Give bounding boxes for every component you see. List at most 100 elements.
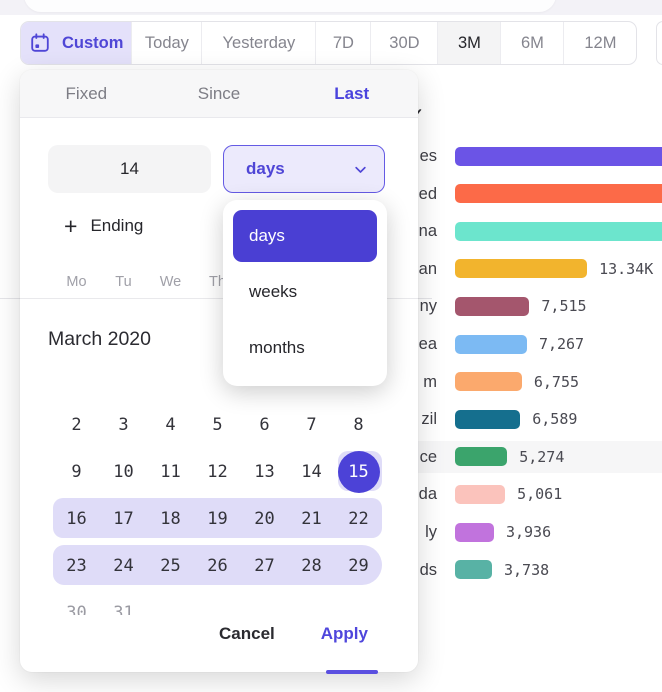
preset-yesterday-button[interactable]: Yesterday	[202, 22, 317, 64]
day-10[interactable]: 10	[113, 461, 134, 482]
day-2[interactable]: 2	[71, 414, 82, 435]
day-29[interactable]: 29	[348, 555, 369, 576]
chart-value: 6,589	[532, 410, 578, 429]
unit-option-weeks[interactable]: weeks	[249, 282, 298, 301]
preset-7d-button[interactable]: 7D	[316, 22, 372, 64]
custom-range-label: Custom	[62, 33, 124, 52]
cancel-button[interactable]: Cancel	[219, 624, 275, 643]
apply-button[interactable]: Apply	[320, 624, 368, 643]
weekday-we: We	[159, 274, 182, 290]
day-9[interactable]: 9	[71, 461, 82, 482]
country-label-fragment: zil	[421, 410, 437, 429]
chart-bar[interactable]	[455, 409, 521, 429]
unit-option-months[interactable]: months	[249, 338, 305, 357]
chart-row: an 13.34K	[0, 250, 662, 288]
day-21[interactable]: 21	[301, 508, 322, 529]
country-label-fragment: da	[418, 485, 437, 504]
calendar-grid: 2 3 4 5 6 7 8 9 10 11 12 13 14 15 16 17 18 19 20 21 22 23 24 25…	[53, 401, 382, 615]
popover-tab-bar: Fixed Since Last	[20, 70, 418, 118]
day-26[interactable]: 26	[207, 555, 228, 576]
weekday-mo: Mo	[66, 274, 87, 290]
preset-3m-button[interactable]: 3M	[438, 22, 502, 64]
day-empty	[147, 589, 194, 615]
chart-row: ny 7,515	[0, 287, 662, 325]
preset-today-button[interactable]: Today	[132, 22, 203, 64]
day-7[interactable]: 7	[306, 414, 317, 435]
chart-bar[interactable]	[455, 372, 522, 392]
tab-since[interactable]: Since	[197, 83, 241, 103]
day-14[interactable]: 14	[301, 461, 322, 482]
day-6[interactable]: 6	[259, 414, 270, 435]
preset-buttons-group: Today Yesterday 7D 30D 3M 6M 12M	[132, 22, 636, 64]
chart-value: 5,274	[519, 447, 565, 466]
chart-value: 13.34K	[599, 259, 654, 278]
day-20[interactable]: 20	[254, 508, 275, 529]
chart-bar[interactable]	[455, 259, 588, 279]
chart-value: 7,267	[538, 335, 585, 353]
quantity-input[interactable]	[48, 145, 211, 193]
day-27[interactable]: 27	[254, 555, 275, 576]
day-25[interactable]: 25	[160, 555, 181, 576]
day-19[interactable]: 19	[207, 508, 228, 529]
chart-bar[interactable]	[455, 484, 506, 504]
day-3[interactable]: 3	[118, 414, 129, 435]
calendar-week-row: 23 24 25 26 27 28 29	[53, 542, 382, 589]
plus-icon: +	[64, 213, 78, 239]
day-16[interactable]: 16	[66, 508, 87, 529]
country-label-fragment: ed	[418, 184, 437, 203]
chart-bar[interactable]	[455, 296, 530, 316]
chart-row: ce 5,274	[0, 438, 662, 476]
calendar-week-row: 30 31	[53, 589, 382, 616]
page-top-card-fragment	[24, 0, 556, 12]
day-30[interactable]: 30	[66, 602, 87, 616]
preset-30d-button[interactable]: 30D	[371, 22, 439, 64]
tab-fixed[interactable]: Fixed	[65, 83, 108, 103]
unit-select[interactable]: days	[223, 145, 385, 193]
calendar-week-row: 16 17 18 19 20 21 22	[53, 495, 382, 542]
day-22[interactable]: 22	[348, 508, 369, 529]
selected-range-highlight	[53, 498, 382, 538]
custom-range-button[interactable]: Custom	[21, 22, 133, 64]
chart-bar[interactable]	[455, 184, 662, 204]
unit-option-days[interactable]: days	[233, 210, 377, 262]
country-label-fragment: na	[418, 222, 437, 241]
day-31[interactable]: 31	[113, 602, 134, 616]
adjacent-button-fragment	[656, 21, 662, 65]
day-8[interactable]: 8	[353, 414, 364, 435]
chart-bar[interactable]	[455, 221, 662, 241]
day-11[interactable]: 11	[160, 461, 181, 482]
chart-row: zil 6,589	[0, 400, 662, 438]
chart-bar[interactable]	[455, 146, 662, 166]
day-18[interactable]: 18	[160, 508, 181, 529]
country-label-fragment: ly	[425, 523, 437, 541]
day-28[interactable]: 28	[301, 555, 322, 576]
calendar-icon	[29, 32, 51, 54]
chart-row: ea 7,267	[0, 325, 662, 363]
selected-range-highlight	[53, 545, 382, 585]
selected-day[interactable]: 15	[337, 450, 380, 493]
country-label-fragment: m	[423, 372, 437, 391]
tab-last[interactable]: Last	[334, 83, 370, 103]
calendar-week-cells: 2 3 4 5 6 7 8	[53, 401, 382, 448]
chart-row: ly 3,936	[0, 513, 662, 551]
preset-12m-button[interactable]: 12M	[584, 33, 617, 52]
day-17[interactable]: 17	[113, 508, 134, 529]
chart-value: 7,515	[541, 297, 587, 316]
popover-divider	[20, 298, 418, 299]
day-23[interactable]: 23	[66, 555, 87, 576]
day-15[interactable]: 15	[335, 448, 382, 495]
day-13[interactable]: 13	[254, 461, 275, 482]
calendar-week-cells: 9 10 11 12 13 14 15	[53, 448, 382, 495]
day-24[interactable]: 24	[113, 555, 134, 576]
day-5[interactable]: 5	[212, 414, 223, 435]
chart-bar[interactable]	[455, 560, 492, 580]
preset-6m-button[interactable]: 6M	[501, 22, 565, 64]
chart-bar[interactable]	[455, 522, 494, 542]
day-4[interactable]: 4	[165, 414, 176, 435]
chart-bar[interactable]	[455, 334, 527, 354]
chart-bar[interactable]	[455, 447, 508, 467]
day-12[interactable]: 12	[207, 461, 228, 482]
chart-value: 3,738	[504, 560, 550, 579]
add-ending-button[interactable]: + Ending	[64, 213, 143, 239]
